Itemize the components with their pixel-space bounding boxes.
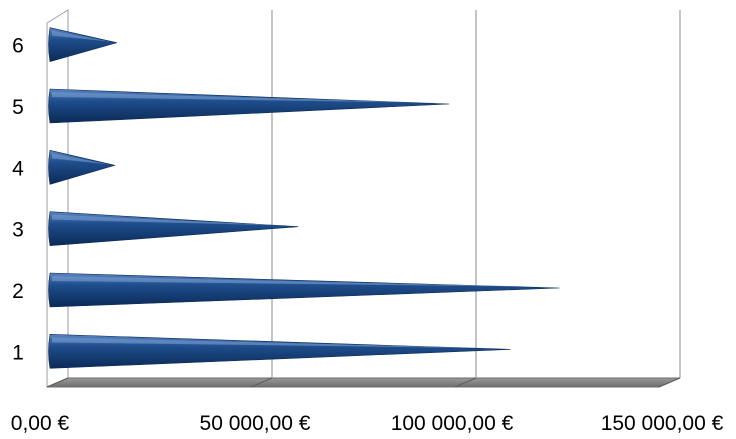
cone-bar-highlight: [52, 153, 109, 165]
value-tick-label: 150 000,00 €: [601, 412, 724, 435]
cone-bar-highlight: [52, 214, 293, 226]
value-tick-label: 0,00 €: [11, 412, 70, 435]
cone-bar-highlight: [52, 337, 505, 349]
side-wall: [46, 9, 69, 388]
floor-gridline: [250, 377, 273, 388]
category-tick-label: 3: [12, 219, 24, 242]
cone-bar-highlight: [52, 92, 444, 103]
category-tick-label: 6: [12, 35, 24, 58]
floor-gridline: [658, 377, 681, 388]
category-tick-label: 5: [12, 96, 24, 119]
chart-floor: [46, 377, 681, 388]
category-tick-label: 2: [12, 280, 24, 303]
chart-walls: [46, 9, 681, 388]
category-tick-label: 4: [12, 157, 24, 180]
floor-gridline: [46, 377, 69, 388]
gridlines: [46, 10, 681, 388]
cone-bar-highlight: [52, 276, 554, 287]
cone-bars: [48, 27, 560, 369]
value-tick-label: 50 000,00 €: [200, 412, 311, 435]
value-axis-labels: 0,00 € 50 000,00 € 100 000,00 € 150 000,00 …: [11, 412, 724, 435]
category-tick-label: 1: [12, 341, 24, 364]
floor-gridline: [454, 377, 477, 388]
cone-bar-highlight: [52, 30, 111, 42]
category-labels: 1 2 3 4 5 6: [12, 35, 24, 365]
value-tick-label: 100 000,00 €: [391, 412, 514, 435]
